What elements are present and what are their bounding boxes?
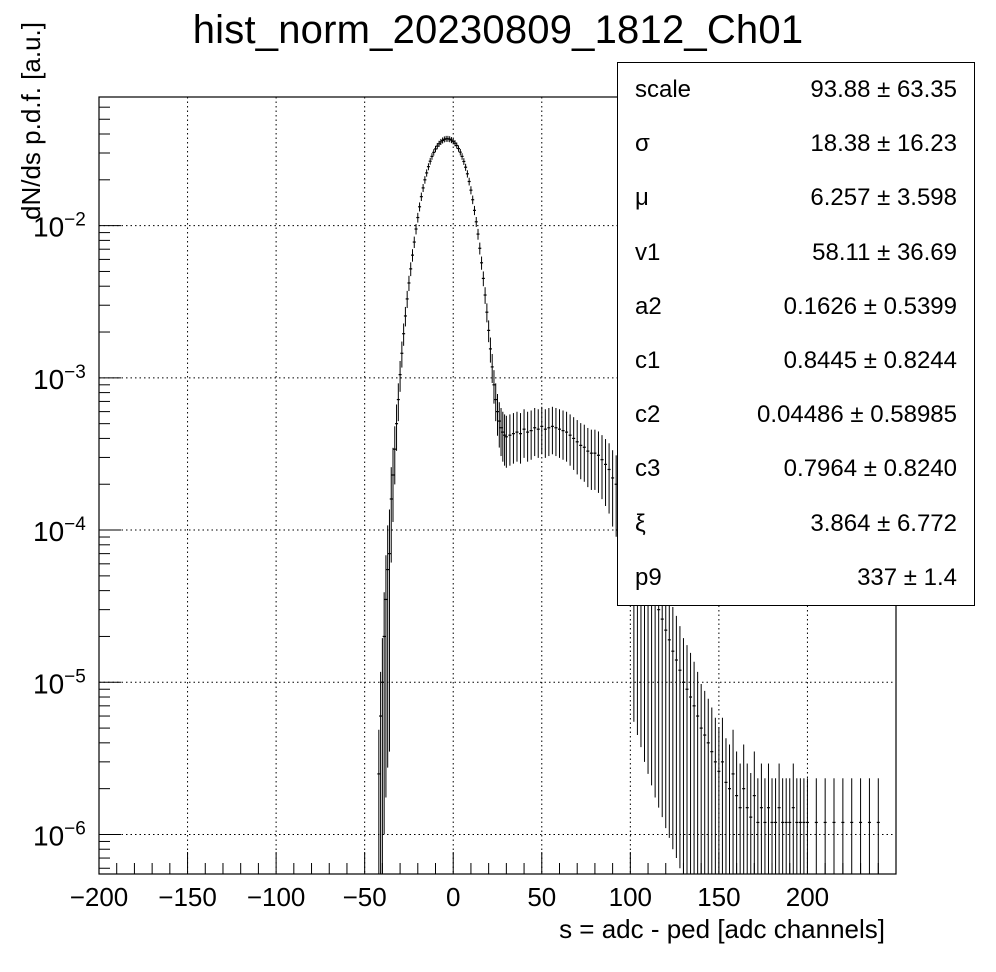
y-tick-label: 10−3 xyxy=(33,362,86,395)
x-tick-label: −50 xyxy=(343,882,387,912)
stat-name: v1 xyxy=(635,238,661,266)
stat-name: c1 xyxy=(635,347,661,374)
stat-value: 0.1626 ± 0.5399 xyxy=(783,292,957,320)
x-tick-label: −150 xyxy=(158,882,217,912)
stat-row: p9 337 ± 1.4 xyxy=(618,551,974,605)
stat-value: 337 ± 1.4 xyxy=(857,563,957,591)
stat-value: 0.7964 ± 0.8240 xyxy=(783,455,957,483)
stat-row: σ 18.38 ± 16.23 xyxy=(618,117,974,171)
stat-row: v1 58.11 ± 36.69 xyxy=(618,226,974,280)
x-tick-label: −100 xyxy=(247,882,306,912)
y-tick-label: 10−2 xyxy=(33,210,86,243)
x-tick-label: 100 xyxy=(609,882,652,912)
stat-row: ξ 3.864 ± 6.772 xyxy=(618,497,974,551)
stat-row: scale 93.88 ± 63.35 xyxy=(618,63,974,117)
y-tick-label: 10−6 xyxy=(33,818,86,851)
stat-name: σ xyxy=(635,130,650,158)
fit-statistics-box: scale 93.88 ± 63.35 σ 18.38 ± 16.23 μ 6.257 ±… xyxy=(617,62,975,606)
x-tick-label: 50 xyxy=(527,882,556,912)
stat-row: a2 0.1626 ± 0.5399 xyxy=(618,280,974,334)
stat-value: 3.864 ± 6.772 xyxy=(810,509,957,537)
x-tick-label: −200 xyxy=(70,882,129,912)
stat-name: ξ xyxy=(635,509,646,537)
stat-value: 6.257 ± 3.598 xyxy=(810,184,957,212)
stat-row: μ 6.257 ± 3.598 xyxy=(618,171,974,225)
stat-name: c3 xyxy=(635,455,661,483)
y-tick-label: 10−4 xyxy=(33,514,86,547)
stat-value: 93.88 ± 63.35 xyxy=(810,76,957,103)
x-tick-label: 200 xyxy=(786,882,829,912)
stat-value: 0.8445 ± 0.8244 xyxy=(783,347,957,374)
stat-name: scale xyxy=(635,76,692,103)
y-axis-label: dN/ds p.d.f. [a.u.] xyxy=(16,22,46,220)
stat-value: 18.38 ± 16.23 xyxy=(810,130,957,158)
stat-name: μ xyxy=(635,184,649,212)
x-tick-label: 0 xyxy=(446,882,460,912)
x-axis-label: s = adc - ped [adc channels] xyxy=(559,914,885,944)
stat-name: a2 xyxy=(635,292,662,320)
stat-name: c2 xyxy=(635,401,661,429)
stat-value: 58.11 ± 36.69 xyxy=(812,238,957,266)
stat-name: p9 xyxy=(635,563,662,591)
x-tick-label: 150 xyxy=(697,882,740,912)
chart-title: hist_norm_20230809_1812_Ch01 xyxy=(192,8,804,52)
stat-row: c3 0.7964 ± 0.8240 xyxy=(618,442,974,496)
stat-row: c2 0.04486 ± 0.58985 xyxy=(618,388,974,442)
stat-value: 0.04486 ± 0.58985 xyxy=(756,401,957,429)
y-tick-label: 10−5 xyxy=(33,666,86,699)
stat-row: c1 0.8445 ± 0.8244 xyxy=(618,334,974,388)
